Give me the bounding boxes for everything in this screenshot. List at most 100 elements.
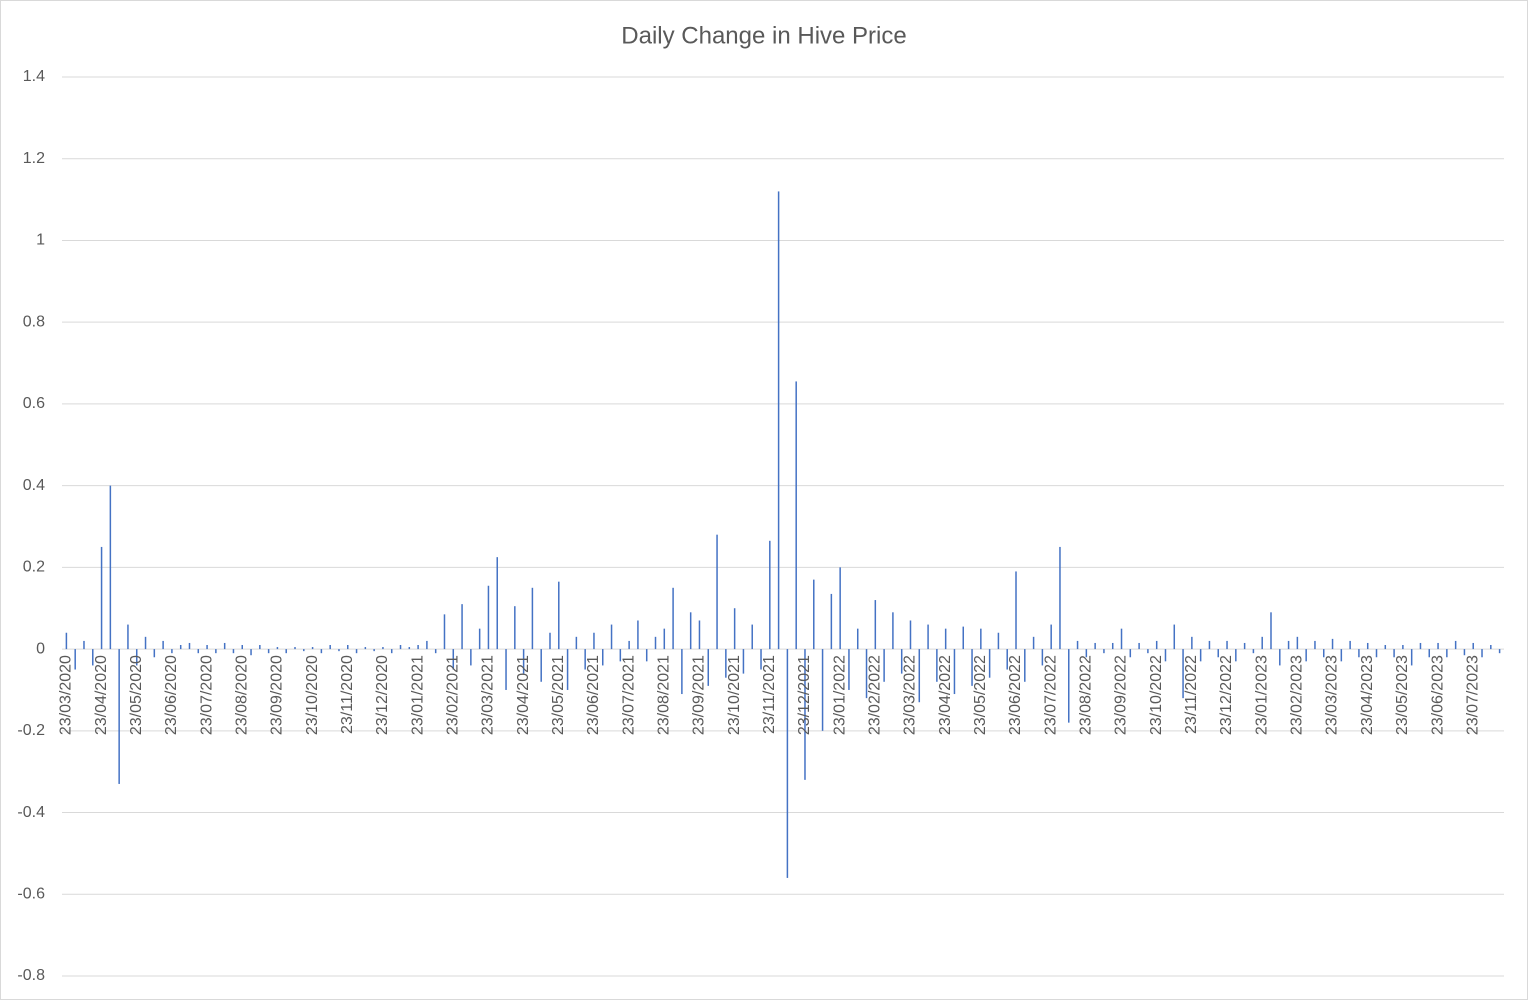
bar [1375, 649, 1378, 658]
bar [760, 649, 762, 670]
x-tick-label: 23/09/2022 [1113, 655, 1130, 735]
x-tick-label: 23/04/2020 [93, 655, 110, 735]
bar [821, 649, 824, 731]
bar [1226, 640, 1228, 650]
bar [733, 608, 736, 650]
bar [1323, 649, 1325, 658]
bar [461, 604, 463, 650]
bar [1463, 649, 1466, 656]
bar [716, 534, 718, 650]
bar [725, 649, 727, 678]
bar [1366, 642, 1369, 650]
bar [584, 649, 586, 670]
bar [1155, 640, 1158, 650]
bar [188, 642, 191, 650]
bar [1094, 642, 1096, 650]
bar [1410, 649, 1413, 666]
bar [1296, 636, 1299, 650]
bar [856, 628, 859, 650]
bar [127, 624, 129, 650]
bar [135, 649, 138, 666]
bar [83, 640, 85, 650]
bar [1173, 624, 1176, 650]
x-tick-label: 23/12/2020 [374, 655, 391, 735]
x-tick-label: 23/01/2021 [409, 655, 426, 735]
bar [1120, 628, 1123, 650]
bar [971, 649, 973, 686]
bar [1437, 642, 1439, 650]
bar [355, 649, 358, 654]
x-tick-label: 23/04/2022 [937, 655, 954, 735]
bar [259, 645, 261, 650]
bar [1384, 645, 1387, 650]
x-tick-label: 23/07/2022 [1042, 655, 1059, 735]
bar [1428, 649, 1431, 658]
y-tick-label: -0.2 [17, 722, 45, 739]
y-tick-label: 1 [36, 232, 45, 249]
bar [575, 636, 578, 650]
bar [1050, 624, 1052, 650]
bar [751, 624, 753, 650]
bar [1024, 649, 1026, 682]
bar [390, 649, 393, 654]
bar [92, 649, 94, 666]
x-tick-label: 23/08/2020 [233, 655, 250, 735]
bar [962, 626, 964, 650]
bar [1252, 649, 1255, 654]
bar [478, 628, 481, 650]
bar [593, 632, 595, 650]
bar [347, 645, 349, 650]
x-tick-label: 23/02/2023 [1289, 655, 1306, 735]
bar [1235, 649, 1237, 662]
bar [153, 649, 156, 658]
x-tick-label: 23/10/2020 [304, 655, 321, 735]
bar [408, 647, 411, 650]
bar [1015, 571, 1017, 650]
x-tick-label: 23/01/2023 [1253, 655, 1270, 735]
bar [830, 593, 833, 650]
bar [364, 647, 367, 650]
bar [1454, 640, 1457, 650]
bar [522, 649, 525, 674]
chart-title: Daily Change in Hive Price [621, 22, 906, 49]
bar [1419, 642, 1422, 650]
bar [1138, 642, 1140, 650]
bar [452, 649, 455, 670]
bar [1164, 649, 1167, 662]
bar [927, 624, 929, 650]
x-tick-label: 23/04/2023 [1359, 655, 1376, 735]
x-tick-label: 23/05/2020 [128, 655, 145, 735]
bar [162, 640, 164, 650]
x-tick-label: 23/07/2021 [620, 655, 637, 735]
x-tick-label: 23/03/2023 [1324, 655, 1341, 735]
x-tick-label: 23/11/2021 [761, 655, 778, 734]
bar [944, 628, 947, 650]
bar [373, 649, 375, 652]
bar [320, 649, 323, 654]
x-tick-label: 23/02/2022 [867, 655, 884, 735]
bar [241, 645, 243, 650]
bar [654, 636, 657, 650]
bar [1006, 649, 1008, 670]
bar [1481, 649, 1483, 658]
bar [689, 612, 692, 650]
bar [74, 649, 76, 670]
bar [936, 649, 938, 682]
x-tick-label: 23/05/2022 [972, 655, 989, 735]
bar [303, 649, 305, 652]
y-tick-label: 1.4 [23, 68, 45, 85]
bar [980, 628, 982, 650]
x-tick-label: 23/10/2021 [726, 655, 743, 735]
bar [232, 649, 235, 654]
bar [1129, 649, 1132, 658]
x-tick-label: 23/07/2020 [198, 655, 215, 735]
x-tick-label: 23/07/2023 [1464, 655, 1481, 735]
bar [540, 649, 542, 682]
bar [1402, 645, 1404, 650]
bar [171, 649, 173, 654]
bar [1208, 640, 1211, 650]
x-tick-label: 23/03/2022 [902, 655, 919, 735]
bar [602, 649, 604, 666]
